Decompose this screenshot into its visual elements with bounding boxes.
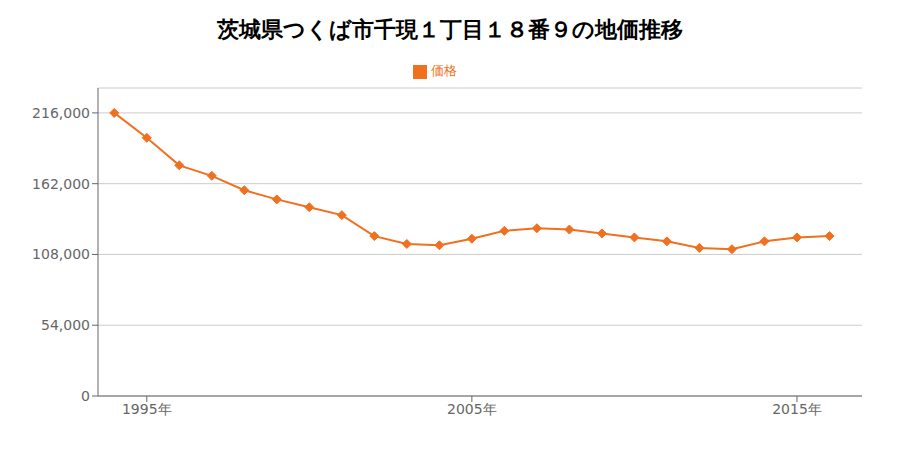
svg-text:2015年: 2015年 — [772, 401, 822, 417]
svg-text:216,000: 216,000 — [32, 105, 90, 121]
svg-text:108,000: 108,000 — [32, 246, 90, 262]
svg-text:54,000: 54,000 — [41, 317, 90, 333]
html-text:茨城県つくば市千現１丁目１８番９の地価推移: 茨城県つくば市千現１丁目１８番９の地価推移 — [217, 17, 683, 42]
html-text:価格: 価格 — [431, 63, 457, 78]
svg-text:2005年: 2005年 — [447, 401, 497, 417]
svg-text:0: 0 — [81, 388, 90, 404]
svg-text:162,000: 162,000 — [32, 176, 90, 192]
svg-text:1995年: 1995年 — [122, 401, 172, 417]
